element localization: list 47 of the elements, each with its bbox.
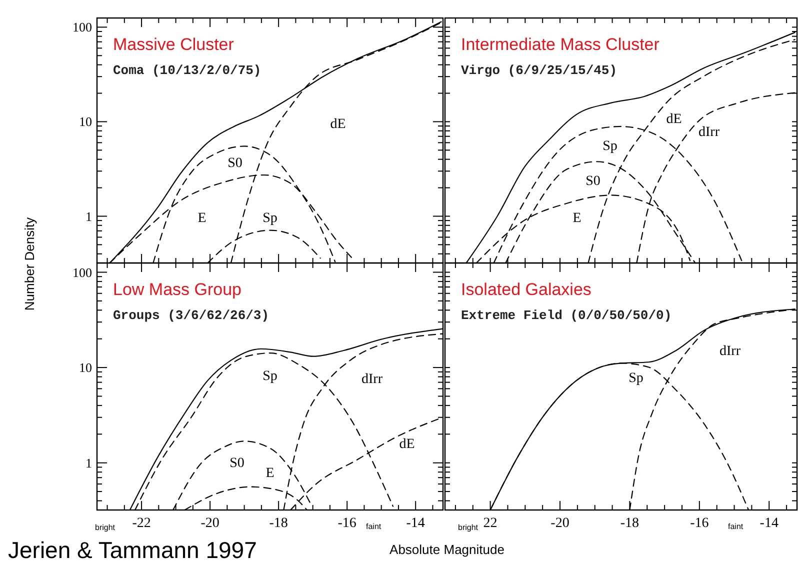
text: bright [458, 523, 479, 532]
text: Groups (3/6/62/26/3) [113, 308, 270, 323]
text: dE [330, 116, 346, 132]
series-label: dIrr [720, 344, 741, 359]
x-tick-label: -16 [338, 516, 356, 531]
y-tick-label: 100 [72, 20, 92, 35]
series-label: S0 [586, 174, 600, 189]
y-tick-label: 1 [86, 455, 92, 470]
series-label: E [198, 210, 206, 226]
x-tick-label: -20 [550, 516, 570, 531]
series-label: E [572, 210, 582, 226]
y-tick-label: 100 [72, 264, 92, 280]
series-label: E [266, 466, 274, 481]
x-axis-title: Absolute Magnitude [390, 542, 504, 557]
y-axis-title: Number Density [22, 216, 37, 311]
y-tick-label: 10 [79, 360, 92, 376]
series-label: dIrr [698, 124, 720, 140]
text: bright [95, 523, 116, 532]
text: Jerien & Tammann 1997 [8, 537, 257, 562]
text: Coma (10/13/2/0/75) [113, 63, 262, 78]
series-label: Sp [628, 370, 644, 386]
series-label: Sp [262, 368, 278, 384]
series-label: Sp [262, 210, 278, 226]
text: Low Mass Group [113, 280, 242, 299]
y-tick-label: 1 [86, 208, 92, 224]
text: faint [366, 522, 382, 531]
x-tick-label: -16 [690, 516, 709, 531]
y-tick-label: 10 [79, 114, 92, 130]
series-label: dE [666, 112, 682, 127]
text: Massive Cluster [113, 35, 234, 54]
series-label: dIrr [362, 372, 383, 387]
x-tick-label: -20 [200, 516, 220, 531]
series-label: S0 [228, 156, 242, 171]
series-label: S0 [230, 456, 244, 471]
x-tick-label: 22 [483, 516, 498, 531]
text: Virgo (6/9/25/15/45) [461, 63, 618, 78]
x-tick-label: -18 [620, 516, 640, 531]
series-label: dE [399, 436, 415, 452]
x-tick-label: -18 [269, 516, 288, 531]
text: faint [728, 522, 744, 531]
text: Extreme Field (0/0/50/50/0) [461, 308, 672, 323]
series-label: Sp [602, 138, 618, 154]
text: Intermediate Mass Cluster [461, 35, 660, 54]
x-tick-label: -14 [406, 516, 425, 531]
text: Isolated Galaxies [461, 280, 592, 299]
x-tick-label: -14 [760, 516, 778, 531]
x-tick-label: -22 [132, 516, 151, 531]
